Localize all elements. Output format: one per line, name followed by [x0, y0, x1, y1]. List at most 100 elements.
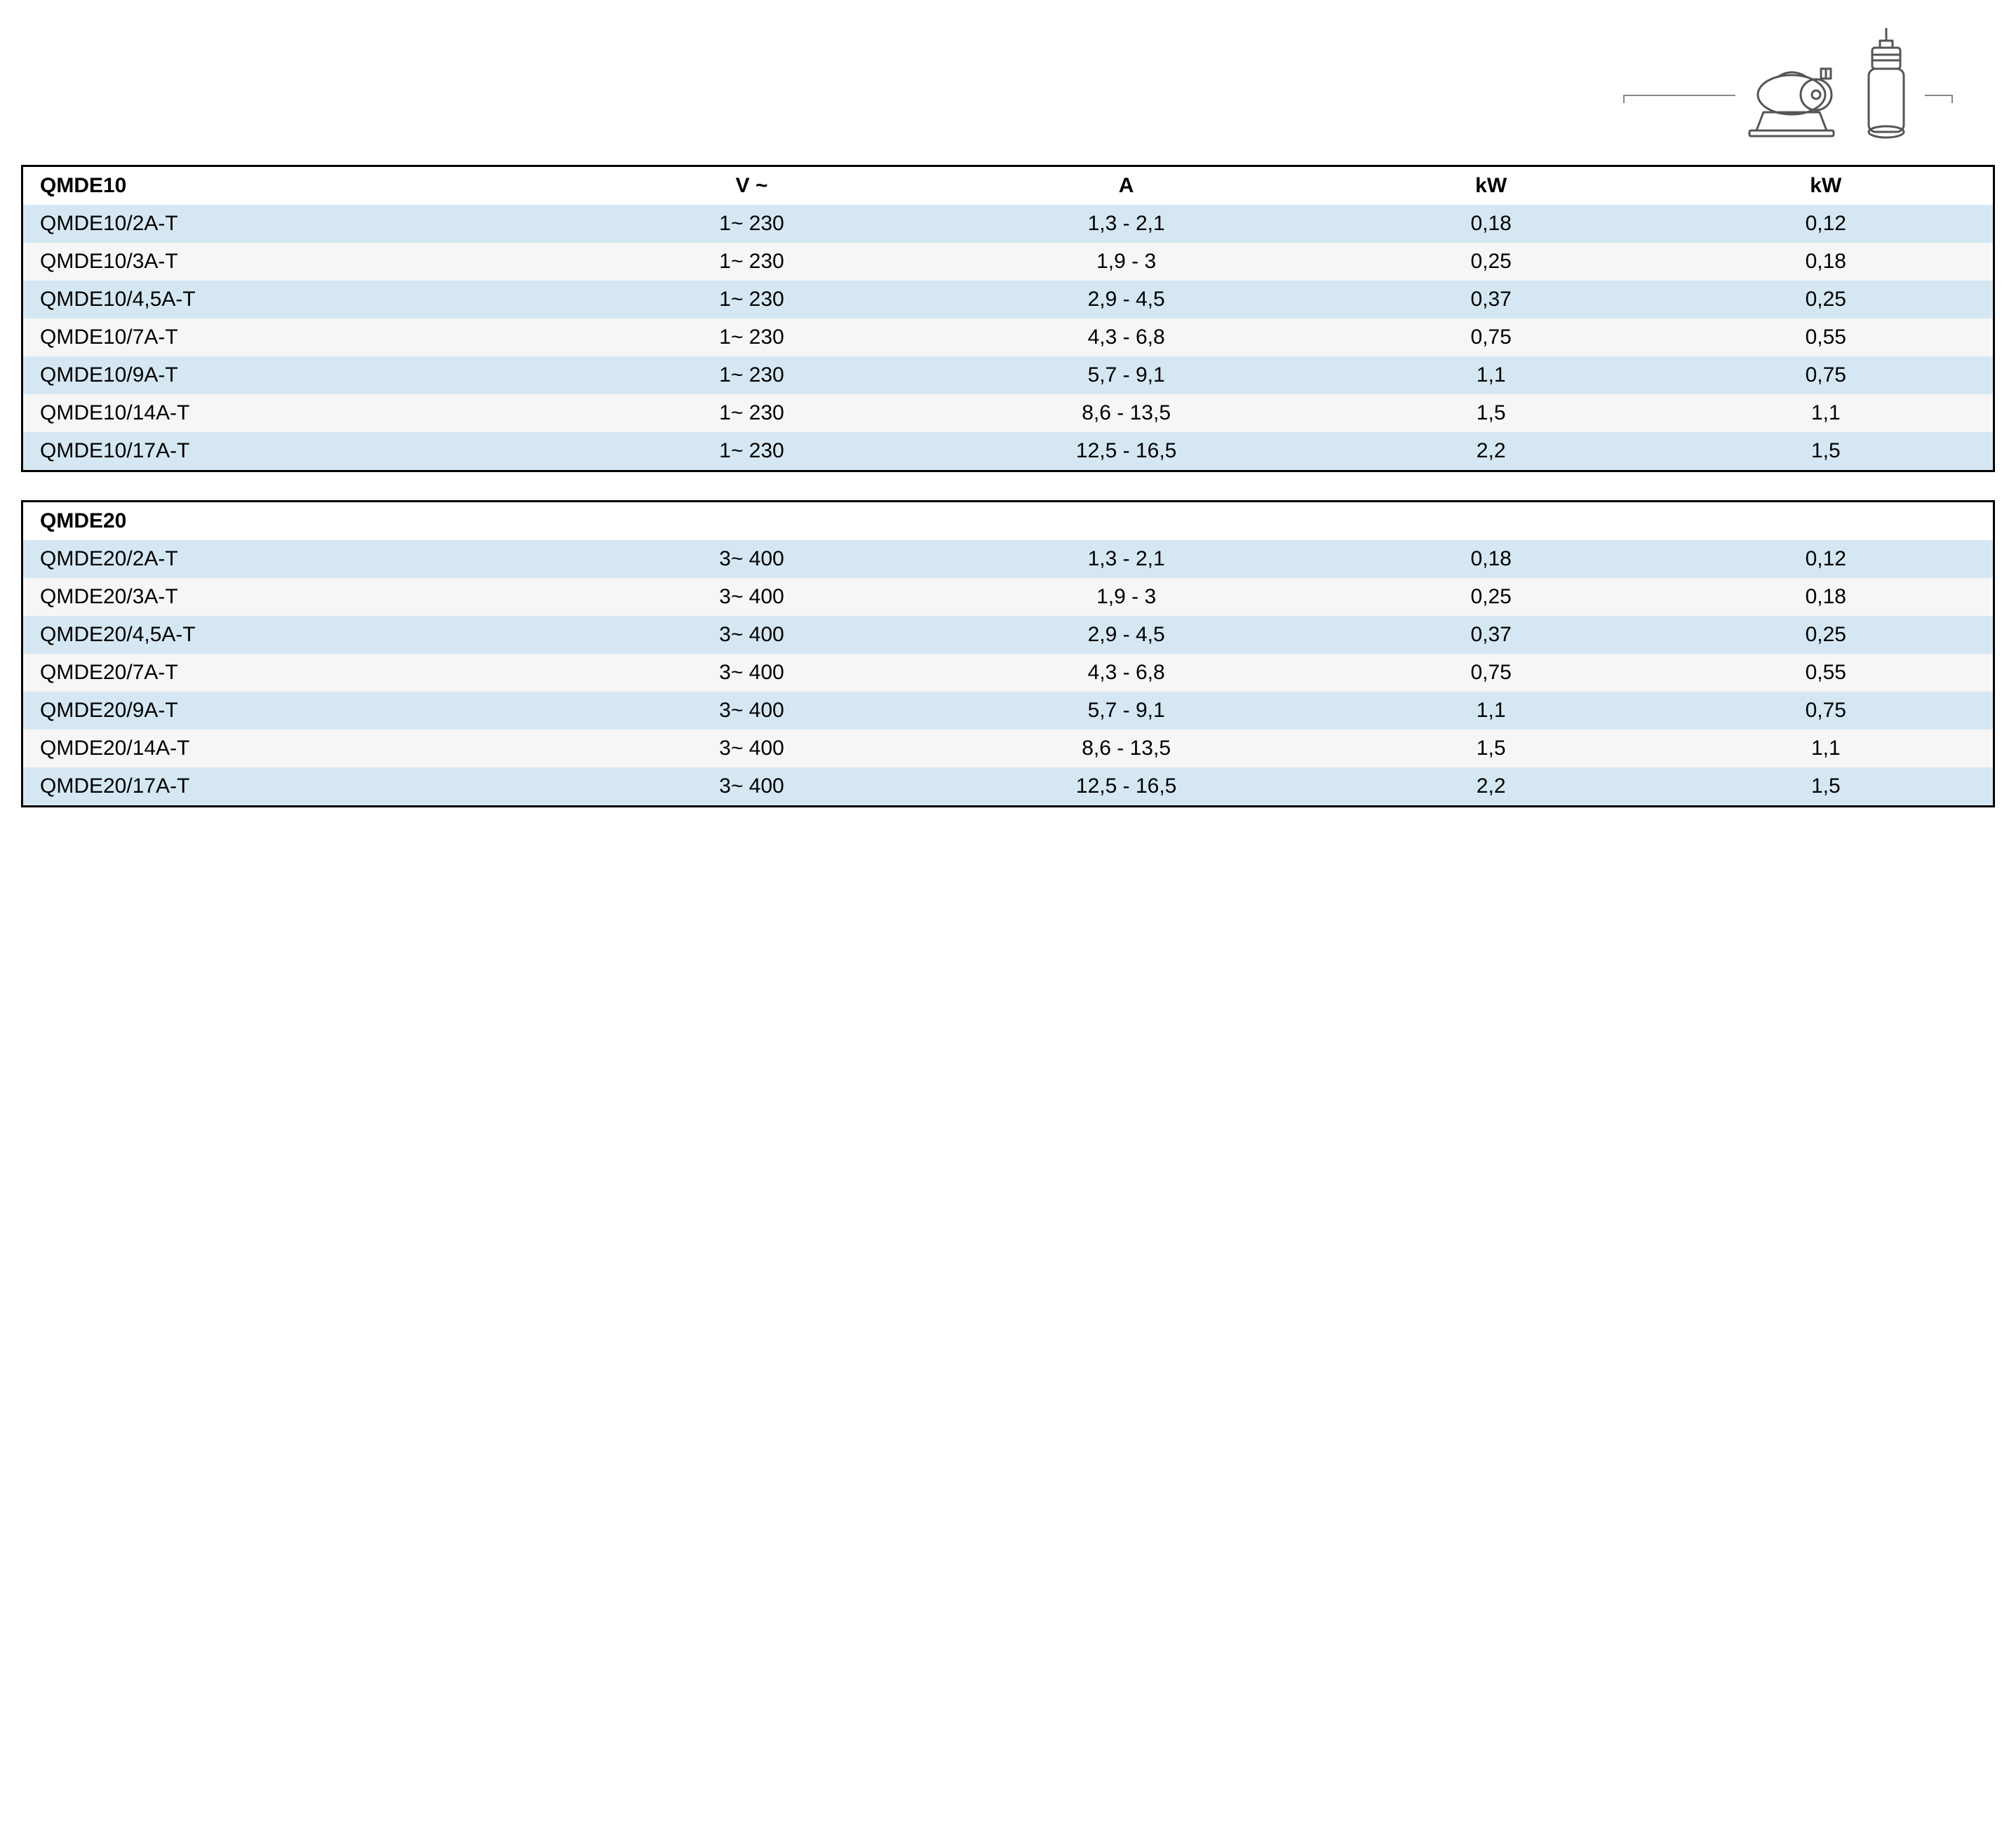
cell-a: 2,9 - 4,5 — [929, 281, 1324, 318]
table-title: QMDE20 — [22, 502, 574, 541]
cell-v: 1~ 230 — [574, 318, 929, 356]
cell-v: 3~ 400 — [574, 540, 929, 578]
col-current: A — [929, 166, 1324, 206]
col-kw1: kW — [1324, 166, 1659, 206]
cell-a: 5,7 - 9,1 — [929, 692, 1324, 730]
bracket-left — [1623, 95, 1735, 116]
cell-v: 1~ 230 — [574, 243, 929, 281]
table-row: QMDE10/14A-T1~ 2308,6 - 13,51,51,1 — [22, 394, 1994, 432]
table-row: QMDE10/17A-T1~ 23012,5 - 16,52,21,5 — [22, 432, 1994, 471]
col-kw2 — [1659, 502, 1994, 541]
cell-kw2: 0,18 — [1659, 243, 1994, 281]
col-voltage — [574, 502, 929, 541]
cell-a: 5,7 - 9,1 — [929, 356, 1324, 394]
surface-pump-icon — [1742, 63, 1841, 144]
cell-kw2: 1,1 — [1659, 394, 1994, 432]
cell-v: 3~ 400 — [574, 692, 929, 730]
cell-kw1: 0,18 — [1324, 540, 1659, 578]
spec-table-qmde10: QMDE10 V ~ A kW kW QMDE10/2A-T1~ 2301,3 … — [21, 165, 1995, 472]
cell-v: 3~ 400 — [574, 767, 929, 807]
cell-model: QMDE10/2A-T — [22, 205, 574, 243]
col-voltage: V ~ — [574, 166, 929, 206]
cell-model: QMDE10/3A-T — [22, 243, 574, 281]
submersible-pump-icon — [1855, 28, 1918, 144]
table-row: QMDE20/9A-T3~ 4005,7 - 9,11,10,75 — [22, 692, 1994, 730]
cell-v: 3~ 400 — [574, 616, 929, 654]
cell-kw2: 0,75 — [1659, 692, 1994, 730]
cell-model: QMDE10/17A-T — [22, 432, 574, 471]
table-row: QMDE20/7A-T3~ 4004,3 - 6,80,750,55 — [22, 654, 1994, 692]
cell-kw2: 0,25 — [1659, 281, 1994, 318]
cell-v: 1~ 230 — [574, 356, 929, 394]
bracket-right — [1925, 95, 1953, 116]
cell-kw1: 0,25 — [1324, 578, 1659, 616]
table-row: QMDE10/4,5A-T1~ 2302,9 - 4,50,370,25 — [22, 281, 1994, 318]
cell-kw1: 1,1 — [1324, 356, 1659, 394]
cell-model: QMDE20/17A-T — [22, 767, 574, 807]
cell-model: QMDE20/7A-T — [22, 654, 574, 692]
cell-a: 1,3 - 2,1 — [929, 540, 1324, 578]
cell-v: 3~ 400 — [574, 730, 929, 767]
cell-kw2: 1,5 — [1659, 432, 1994, 471]
cell-v: 1~ 230 — [574, 205, 929, 243]
col-kw1 — [1324, 502, 1659, 541]
cell-model: QMDE20/9A-T — [22, 692, 574, 730]
table-header: QMDE10 V ~ A kW kW — [22, 166, 1994, 206]
cell-a: 2,9 - 4,5 — [929, 616, 1324, 654]
cell-a: 12,5 - 16,5 — [929, 432, 1324, 471]
cell-model: QMDE20/2A-T — [22, 540, 574, 578]
table-row: QMDE20/17A-T3~ 40012,5 - 16,52,21,5 — [22, 767, 1994, 807]
cell-kw1: 0,75 — [1324, 654, 1659, 692]
table-row: QMDE10/9A-T1~ 2305,7 - 9,11,10,75 — [22, 356, 1994, 394]
cell-kw2: 0,55 — [1659, 318, 1994, 356]
cell-kw2: 0,12 — [1659, 540, 1994, 578]
cell-kw1: 1,1 — [1324, 692, 1659, 730]
cell-kw1: 1,5 — [1324, 394, 1659, 432]
cell-kw2: 1,5 — [1659, 767, 1994, 807]
cell-v: 1~ 230 — [574, 432, 929, 471]
cell-kw2: 1,1 — [1659, 730, 1994, 767]
cell-v: 1~ 230 — [574, 394, 929, 432]
cell-v: 1~ 230 — [574, 281, 929, 318]
cell-kw2: 0,75 — [1659, 356, 1994, 394]
cell-a: 4,3 - 6,8 — [929, 318, 1324, 356]
cell-kw1: 2,2 — [1324, 432, 1659, 471]
cell-a: 8,6 - 13,5 — [929, 394, 1324, 432]
col-current — [929, 502, 1324, 541]
table-row: QMDE20/14A-T3~ 4008,6 - 13,51,51,1 — [22, 730, 1994, 767]
cell-kw2: 0,25 — [1659, 616, 1994, 654]
cell-model: QMDE10/14A-T — [22, 394, 574, 432]
table-row: QMDE10/2A-T1~ 2301,3 - 2,10,180,12 — [22, 205, 1994, 243]
cell-kw1: 0,18 — [1324, 205, 1659, 243]
cell-kw1: 0,37 — [1324, 616, 1659, 654]
icon-bracket-group — [1623, 28, 1953, 144]
cell-model: QMDE10/9A-T — [22, 356, 574, 394]
cell-model: QMDE20/3A-T — [22, 578, 574, 616]
cell-v: 3~ 400 — [574, 654, 929, 692]
table-header: QMDE20 — [22, 502, 1994, 541]
cell-kw2: 0,12 — [1659, 205, 1994, 243]
cell-a: 1,9 - 3 — [929, 578, 1324, 616]
cell-a: 1,3 - 2,1 — [929, 205, 1324, 243]
cell-kw1: 1,5 — [1324, 730, 1659, 767]
cell-model: QMDE20/14A-T — [22, 730, 574, 767]
cell-a: 12,5 - 16,5 — [929, 767, 1324, 807]
cell-model: QMDE10/4,5A-T — [22, 281, 574, 318]
header-icons-row — [21, 28, 1995, 144]
table-row: QMDE10/3A-T1~ 2301,9 - 30,250,18 — [22, 243, 1994, 281]
cell-a: 8,6 - 13,5 — [929, 730, 1324, 767]
spec-table-qmde20: QMDE20 QMDE20/2A-T3~ 4001,3 - 2,10,180,1… — [21, 500, 1995, 807]
cell-kw1: 2,2 — [1324, 767, 1659, 807]
table-row: QMDE20/2A-T3~ 4001,3 - 2,10,180,12 — [22, 540, 1994, 578]
table-row: QMDE20/4,5A-T3~ 4002,9 - 4,50,370,25 — [22, 616, 1994, 654]
col-kw2: kW — [1659, 166, 1994, 206]
cell-model: QMDE20/4,5A-T — [22, 616, 574, 654]
cell-a: 4,3 - 6,8 — [929, 654, 1324, 692]
cell-a: 1,9 - 3 — [929, 243, 1324, 281]
cell-v: 3~ 400 — [574, 578, 929, 616]
cell-model: QMDE10/7A-T — [22, 318, 574, 356]
table-body-2: QMDE20/2A-T3~ 4001,3 - 2,10,180,12QMDE20… — [22, 540, 1994, 807]
cell-kw2: 0,55 — [1659, 654, 1994, 692]
table-body-1: QMDE10/2A-T1~ 2301,3 - 2,10,180,12QMDE10… — [22, 205, 1994, 471]
table-row: QMDE20/3A-T3~ 4001,9 - 30,250,18 — [22, 578, 1994, 616]
